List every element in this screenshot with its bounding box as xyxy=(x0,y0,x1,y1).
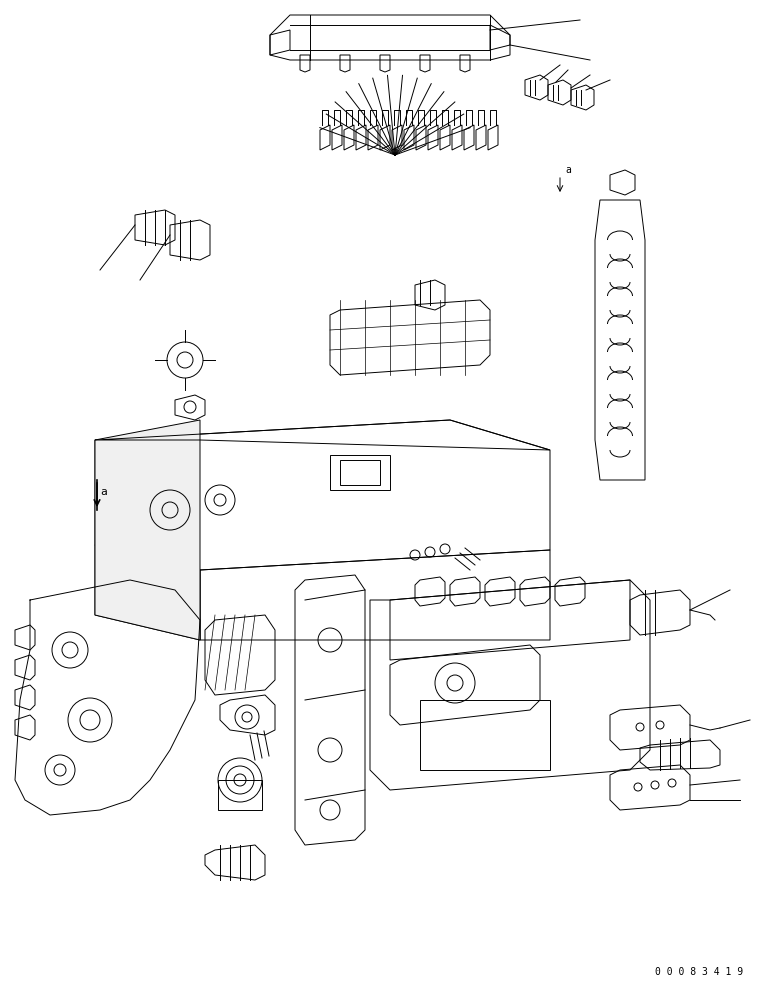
Bar xyxy=(330,455,390,490)
Bar xyxy=(420,700,550,770)
Text: a: a xyxy=(565,165,571,175)
Bar xyxy=(340,460,380,485)
Text: 0 0 0 8 3 4 1 9: 0 0 0 8 3 4 1 9 xyxy=(655,967,743,977)
Text: a: a xyxy=(101,487,108,497)
Polygon shape xyxy=(95,420,200,640)
